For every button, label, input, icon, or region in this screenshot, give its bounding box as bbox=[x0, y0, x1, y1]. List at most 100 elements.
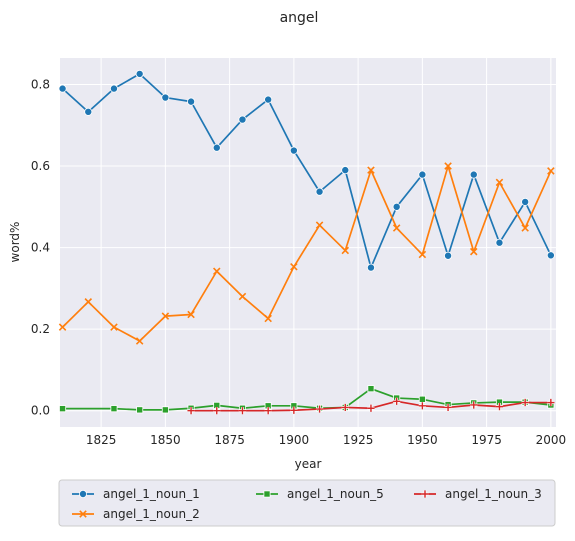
data-point bbox=[521, 197, 530, 206]
data-point bbox=[187, 310, 195, 319]
series-line-angel_1_noun_1 bbox=[61, 73, 552, 269]
data-point bbox=[341, 166, 350, 175]
y-tick-label: 0.8 bbox=[31, 78, 50, 92]
legend-label: angel_1_noun_2 bbox=[103, 507, 200, 521]
data-point bbox=[238, 115, 247, 124]
data-point bbox=[418, 170, 427, 179]
data-point bbox=[495, 178, 504, 187]
y-tick-label: 0.2 bbox=[31, 322, 50, 336]
data-point bbox=[135, 337, 144, 345]
legend-item-angel_1_noun_5: angel_1_noun_5 bbox=[256, 487, 384, 501]
data-point bbox=[469, 170, 478, 179]
data-point bbox=[418, 250, 427, 259]
legend-label: angel_1_noun_1 bbox=[103, 487, 200, 501]
data-point bbox=[212, 143, 221, 152]
data-point bbox=[264, 314, 272, 323]
data-point bbox=[393, 397, 401, 405]
data-point bbox=[135, 69, 144, 78]
data-point bbox=[110, 323, 118, 331]
data-point bbox=[495, 238, 504, 247]
data-point bbox=[213, 407, 221, 415]
legend-item-angel_1_noun_3: angel_1_noun_3 bbox=[414, 487, 542, 501]
series-angel_1_noun_1 bbox=[58, 69, 555, 272]
data-point bbox=[264, 407, 272, 415]
data-point bbox=[58, 323, 67, 331]
data-point bbox=[161, 406, 169, 414]
x-tick-label: 1925 bbox=[343, 433, 374, 447]
data-point bbox=[547, 167, 555, 175]
x-tick-label: 1975 bbox=[471, 433, 502, 447]
x-tick-label: 1850 bbox=[150, 433, 181, 447]
legend-marker bbox=[79, 510, 87, 518]
data-point bbox=[289, 146, 298, 155]
data-point bbox=[264, 95, 273, 104]
y-axis-label: word% bbox=[8, 222, 22, 263]
data-point bbox=[418, 395, 426, 403]
legend-marker bbox=[263, 490, 271, 498]
y-tick-label: 0.4 bbox=[31, 241, 50, 255]
data-point bbox=[392, 224, 401, 232]
legend-item-angel_1_noun_1: angel_1_noun_1 bbox=[72, 487, 200, 501]
data-point bbox=[547, 398, 555, 407]
legend: angel_1_noun_1 angel_1_noun_2 angel_1_noun… bbox=[58, 479, 556, 527]
data-point bbox=[84, 298, 93, 306]
data-point bbox=[546, 251, 555, 260]
x-axis-label: year bbox=[295, 457, 322, 471]
legend-label: angel_1_noun_5 bbox=[287, 487, 384, 501]
data-point bbox=[315, 187, 324, 196]
series-line-angel_1_noun_2 bbox=[61, 165, 552, 342]
chart-title: angel bbox=[280, 10, 319, 26]
data-point bbox=[161, 312, 170, 320]
tick-layer: 1825 1850 1875 1900 1925 1950 1975 2000 0.0 0.2 0.… bbox=[31, 78, 566, 447]
data-point bbox=[315, 221, 324, 229]
data-point bbox=[238, 292, 247, 301]
data-point bbox=[495, 403, 504, 411]
legend-item-angel_1_noun_2: angel_1_noun_2 bbox=[72, 507, 200, 521]
data-point bbox=[238, 407, 247, 415]
x-tick-label: 1950 bbox=[407, 433, 438, 447]
legend-marker bbox=[421, 490, 429, 498]
x-tick-label: 2000 bbox=[536, 433, 567, 447]
data-point bbox=[290, 262, 298, 271]
x-tick-label: 1900 bbox=[279, 433, 310, 447]
x-tick-label: 1875 bbox=[214, 433, 245, 447]
data-point bbox=[58, 84, 67, 93]
data-point bbox=[161, 93, 170, 102]
series-angel_1_noun_3 bbox=[187, 397, 555, 415]
data-point bbox=[341, 403, 349, 412]
data-point bbox=[187, 97, 196, 106]
data-point bbox=[444, 162, 452, 170]
data-point bbox=[444, 403, 452, 412]
data-point bbox=[213, 267, 221, 276]
data-point bbox=[366, 263, 375, 272]
data-point bbox=[109, 84, 118, 93]
series-angel_1_noun_2 bbox=[58, 162, 555, 345]
data-point bbox=[136, 406, 144, 414]
series-layer bbox=[58, 69, 555, 415]
data-point bbox=[84, 107, 93, 116]
data-point bbox=[315, 405, 324, 413]
data-point bbox=[290, 406, 298, 414]
data-point bbox=[521, 224, 529, 232]
data-point bbox=[367, 404, 375, 412]
data-point bbox=[341, 246, 350, 255]
data-point bbox=[367, 166, 375, 174]
data-point bbox=[469, 247, 478, 256]
data-point bbox=[59, 405, 67, 413]
data-point bbox=[418, 402, 426, 410]
data-point bbox=[110, 405, 118, 413]
data-point bbox=[367, 385, 375, 393]
legend-label: angel_1_noun_3 bbox=[445, 487, 542, 501]
legend-frame bbox=[58, 479, 556, 527]
legend-marker bbox=[79, 489, 88, 498]
data-point bbox=[187, 407, 195, 415]
x-tick-label: 1825 bbox=[86, 433, 117, 447]
y-tick-label: 0.0 bbox=[31, 404, 50, 418]
y-tick-label: 0.6 bbox=[31, 159, 50, 173]
data-point bbox=[521, 398, 529, 407]
data-point bbox=[392, 202, 401, 211]
data-point bbox=[444, 251, 453, 260]
data-point bbox=[470, 401, 478, 409]
